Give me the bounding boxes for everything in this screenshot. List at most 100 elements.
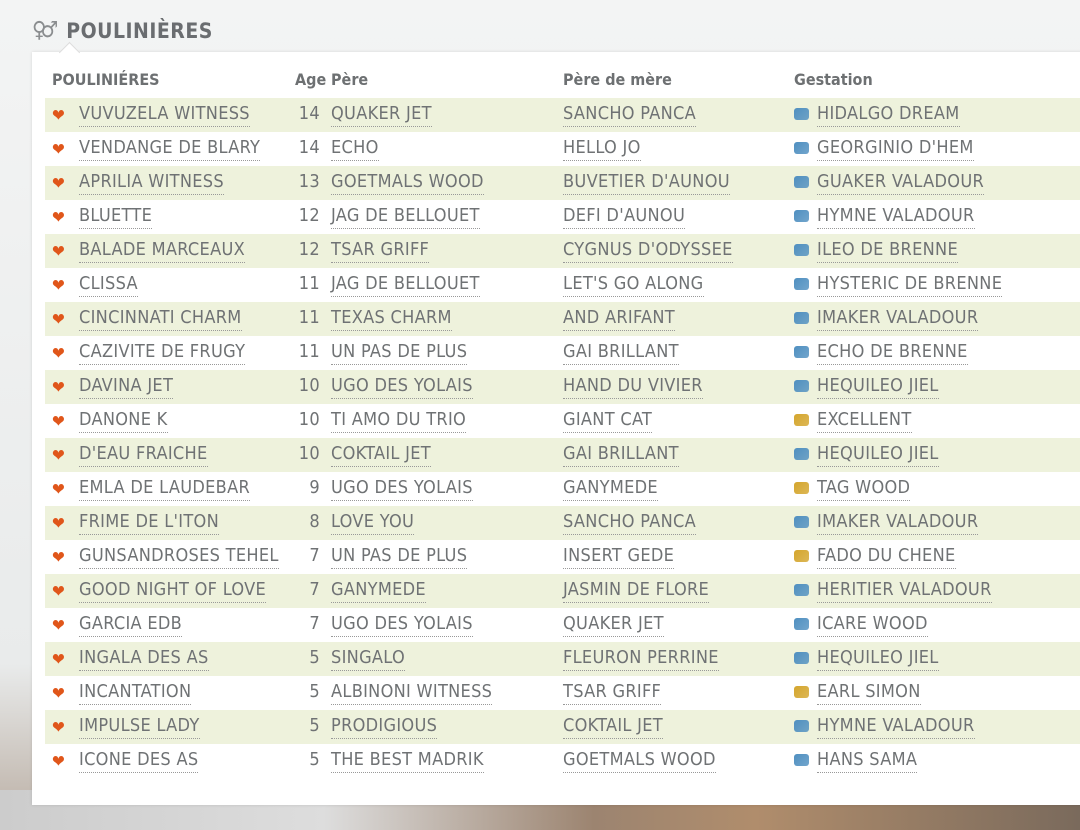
sire-link[interactable]: JAG DE BELLOUET (331, 205, 480, 229)
sire-link[interactable]: GANYMEDE (331, 579, 426, 603)
sire-link[interactable]: PRODIGIOUS (331, 715, 438, 739)
sire-link[interactable]: TI AMO DU TRIO (331, 409, 467, 433)
dam-sire-link[interactable]: DEFI D'AUNOU (563, 205, 686, 229)
mare-name-link[interactable]: GARCIA EDB (79, 613, 183, 637)
age: 7 (309, 613, 320, 634)
gestation-link[interactable]: GUAKER VALADOUR (817, 171, 985, 195)
age: 7 (309, 545, 320, 566)
dam-sire-link[interactable]: GAI BRILLANT (563, 341, 679, 365)
gestation-link[interactable]: ILEO DE BRENNE (817, 239, 958, 263)
mare-name-link[interactable]: INCANTATION (79, 681, 192, 705)
gestation-link[interactable]: EXCELLENT (817, 409, 912, 433)
male-foal-icon (794, 448, 809, 460)
dam-sire-link[interactable]: JASMIN DE FLORE (563, 579, 710, 603)
gestation-link[interactable]: HERITIER VALADOUR (817, 579, 992, 603)
dam-sire-link[interactable]: CYGNUS D'ODYSSEE (563, 239, 733, 263)
gestation-link[interactable]: GEORGINIO D'HEM (817, 137, 974, 161)
gestation-link[interactable]: IMAKER VALADOUR (817, 511, 979, 535)
table-row: ❤ GUNSANDROSES TEHEL 7 UN PAS DE PLUS IN… (45, 540, 1080, 574)
sire-link[interactable]: GOETMALS WOOD (331, 171, 484, 195)
table-row: ❤ DAVINA JET 10 UGO DES YOLAIS HAND DU V… (45, 370, 1080, 404)
mare-name-link[interactable]: CAZIVITE DE FRUGY (79, 341, 246, 365)
heart-icon: ❤ (52, 412, 66, 432)
heart-icon: ❤ (52, 140, 66, 160)
mare-name-link[interactable]: BALADE MARCEAUX (79, 239, 245, 263)
dam-sire-link[interactable]: GANYMEDE (563, 477, 658, 501)
mare-name-link[interactable]: GUNSANDROSES TEHEL (79, 545, 279, 569)
male-foal-icon (794, 380, 809, 392)
dam-sire-link[interactable]: BUVETIER D'AUNOU (563, 171, 730, 195)
col-header-age: Age (295, 70, 327, 89)
sire-link[interactable]: UGO DES YOLAIS (331, 375, 473, 399)
male-foal-icon (794, 244, 809, 256)
sire-link[interactable]: SINGALO (331, 647, 406, 671)
age: 10 (298, 443, 320, 464)
sire-link[interactable]: UN PAS DE PLUS (331, 545, 468, 569)
mare-name-link[interactable]: CINCINNATI CHARM (79, 307, 242, 331)
male-foal-icon (794, 278, 809, 290)
gestation-link[interactable]: IMAKER VALADOUR (817, 307, 979, 331)
table-row: ❤ FRIME DE L'ITON 8 LOVE YOU SANCHO PANC… (45, 506, 1080, 540)
table-row: ❤ ICONE DES AS 5 THE BEST MADRIK GOETMAL… (45, 744, 1080, 778)
dam-sire-link[interactable]: INSERT GEDE (563, 545, 675, 569)
dam-sire-link[interactable]: TSAR GRIFF (563, 681, 662, 705)
sire-link[interactable]: ALBINONI WITNESS (331, 681, 493, 705)
col-header-name: POULINIÉRES (52, 70, 160, 89)
dam-sire-link[interactable]: SANCHO PANCA (563, 103, 696, 127)
sire-link[interactable]: LOVE YOU (331, 511, 415, 535)
dam-sire-link[interactable]: GIANT CAT (563, 409, 653, 433)
gestation-link[interactable]: HIDALGO DREAM (817, 103, 960, 127)
sire-link[interactable]: QUAKER JET (331, 103, 432, 127)
gestation-link[interactable]: HYMNE VALADOUR (817, 715, 975, 739)
mare-name-link[interactable]: D'EAU FRAICHE (79, 443, 208, 467)
sire-link[interactable]: TSAR GRIFF (331, 239, 430, 263)
mare-name-link[interactable]: INGALA DES AS (79, 647, 209, 671)
gestation-link[interactable]: HEQUILEO JIEL (817, 647, 939, 671)
heart-icon: ❤ (52, 310, 66, 330)
sire-link[interactable]: TEXAS CHARM (331, 307, 452, 331)
dam-sire-link[interactable]: GOETMALS WOOD (563, 749, 716, 773)
mare-name-link[interactable]: EMLA DE LAUDEBAR (79, 477, 250, 501)
gestation-link[interactable]: HANS SAMA (817, 749, 918, 773)
sire-link[interactable]: UGO DES YOLAIS (331, 477, 473, 501)
sire-link[interactable]: UN PAS DE PLUS (331, 341, 468, 365)
mare-name-link[interactable]: GOOD NIGHT OF LOVE (79, 579, 267, 603)
dam-sire-link[interactable]: FLEURON PERRINE (563, 647, 719, 671)
gestation-link[interactable]: HEQUILEO JIEL (817, 375, 939, 399)
sire-link[interactable]: JAG DE BELLOUET (331, 273, 480, 297)
mare-name-link[interactable]: FRIME DE L'ITON (79, 511, 220, 535)
dam-sire-link[interactable]: LET'S GO ALONG (563, 273, 704, 297)
mare-name-link[interactable]: VUVUZELA WITNESS (79, 103, 250, 127)
sire-link[interactable]: ECHO (331, 137, 379, 161)
gestation-link[interactable]: FADO DU CHENE (817, 545, 956, 569)
mare-name-link[interactable]: IMPULSE LADY (79, 715, 200, 739)
gestation-link[interactable]: HYMNE VALADOUR (817, 205, 975, 229)
gestation-link[interactable]: ECHO DE BRENNE (817, 341, 968, 365)
gestation-link[interactable]: HEQUILEO JIEL (817, 443, 939, 467)
gestation-link[interactable]: HYSTERIC DE BRENNE (817, 273, 1003, 297)
dam-sire-link[interactable]: QUAKER JET (563, 613, 664, 637)
mare-name-link[interactable]: DAVINA JET (79, 375, 174, 399)
section-header: ♀♂ POULINIÈRES (32, 18, 213, 43)
sire-link[interactable]: COKTAIL JET (331, 443, 431, 467)
heart-icon: ❤ (52, 276, 66, 296)
gestation-link[interactable]: ICARE WOOD (817, 613, 928, 637)
mare-name-link[interactable]: BLUETTE (79, 205, 153, 229)
dam-sire-link[interactable]: GAI BRILLANT (563, 443, 679, 467)
mare-name-link[interactable]: DANONE K (79, 409, 168, 433)
dam-sire-link[interactable]: COKTAIL JET (563, 715, 663, 739)
gestation-link[interactable]: EARL SIMON (817, 681, 921, 705)
mare-name-link[interactable]: CLISSA (79, 273, 138, 297)
dam-sire-link[interactable]: HELLO JO (563, 137, 641, 161)
dam-sire-link[interactable]: HAND DU VIVIER (563, 375, 703, 399)
sire-link[interactable]: UGO DES YOLAIS (331, 613, 473, 637)
mare-name-link[interactable]: APRILIA WITNESS (79, 171, 224, 195)
mare-name-link[interactable]: ICONE DES AS (79, 749, 199, 773)
sire-link[interactable]: THE BEST MADRIK (331, 749, 484, 773)
dam-sire-link[interactable]: SANCHO PANCA (563, 511, 696, 535)
dam-sire-link[interactable]: AND ARIFANT (563, 307, 675, 331)
gestation-link[interactable]: TAG WOOD (817, 477, 911, 501)
mare-name-link[interactable]: VENDANGE DE BLARY (79, 137, 261, 161)
table-row: ❤ GARCIA EDB 7 UGO DES YOLAIS QUAKER JET… (45, 608, 1080, 642)
mares-table: ❤ VUVUZELA WITNESS 14 QUAKER JET SANCHO … (45, 98, 1080, 778)
